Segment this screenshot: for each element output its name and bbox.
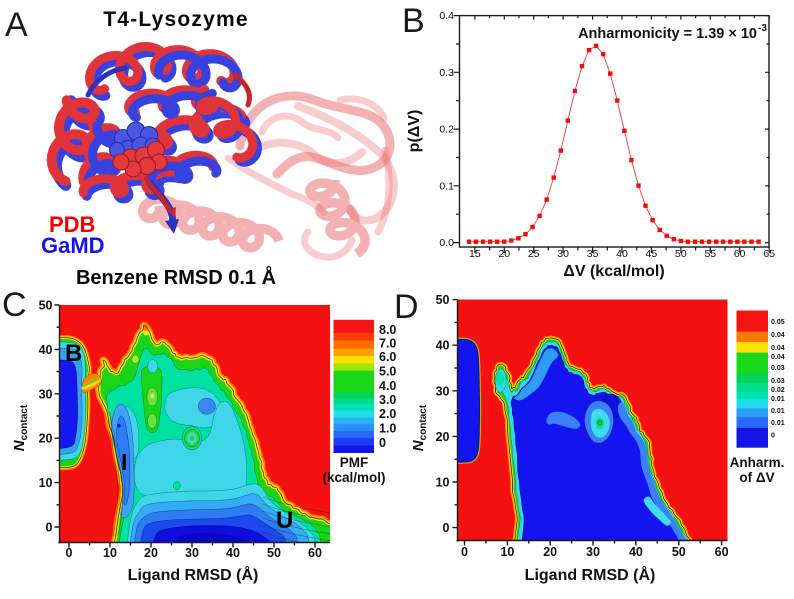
svg-text:40: 40: [629, 545, 643, 559]
svg-text:30: 30: [39, 387, 53, 401]
svg-text:0: 0: [379, 436, 386, 450]
svg-text:(kcal/mol): (kcal/mol): [322, 470, 385, 485]
svg-text:50: 50: [675, 248, 687, 260]
svg-text:30: 30: [557, 248, 569, 260]
svg-text:6.0: 6.0: [379, 350, 396, 364]
svg-text:PMF: PMF: [340, 455, 369, 470]
svg-text:0.01: 0.01: [771, 420, 785, 427]
svg-text:0.05: 0.05: [771, 319, 785, 326]
svg-text:A: A: [5, 6, 28, 44]
svg-text:0: 0: [66, 546, 73, 560]
svg-text:0.0: 0.0: [439, 237, 454, 249]
svg-text:PDB: PDB: [49, 212, 95, 237]
svg-text:0.04: 0.04: [771, 332, 785, 339]
svg-text:15: 15: [469, 248, 481, 260]
svg-text:0: 0: [461, 545, 468, 559]
svg-text:20: 20: [39, 432, 53, 446]
svg-text:C: C: [2, 286, 27, 324]
svg-text:0.3: 0.3: [439, 67, 454, 79]
svg-text:ΔV (kcal/mol): ΔV (kcal/mol): [563, 263, 664, 280]
svg-text:-3: -3: [758, 23, 767, 34]
svg-text:25: 25: [528, 248, 540, 260]
svg-text:T4-Lysozyme: T4-Lysozyme: [103, 8, 248, 31]
svg-text:0.03: 0.03: [771, 365, 785, 372]
svg-text:20: 20: [144, 546, 158, 560]
svg-text:30: 30: [185, 546, 199, 560]
svg-text:10: 10: [103, 546, 117, 560]
svg-text:30: 30: [436, 384, 450, 398]
svg-text:0.01: 0.01: [771, 396, 785, 403]
svg-text:8.0: 8.0: [379, 323, 396, 337]
svg-text:0.1: 0.1: [439, 180, 454, 192]
svg-text:B: B: [402, 2, 425, 40]
svg-text:50: 50: [672, 545, 686, 559]
svg-text:2.0: 2.0: [379, 407, 396, 421]
svg-text:Anharm.: Anharm.: [730, 455, 785, 470]
svg-text:60: 60: [715, 545, 729, 559]
svg-text:10: 10: [39, 476, 53, 490]
svg-text:40: 40: [226, 546, 240, 560]
svg-text:30: 30: [586, 545, 600, 559]
svg-text:0.2: 0.2: [439, 124, 454, 136]
svg-text:0: 0: [46, 521, 53, 535]
svg-text:20: 20: [436, 430, 450, 444]
svg-text:D: D: [394, 288, 419, 326]
svg-text:50: 50: [267, 546, 281, 560]
svg-text:4.0: 4.0: [379, 379, 396, 393]
svg-text:55: 55: [704, 248, 716, 260]
svg-text:U: U: [276, 507, 293, 534]
svg-text:3.0: 3.0: [379, 393, 396, 407]
svg-text:60: 60: [308, 546, 322, 560]
svg-text:p(ΔV): p(ΔV): [406, 110, 423, 153]
svg-text:of ΔV: of ΔV: [739, 470, 774, 485]
svg-text:Ligand RMSD (Å): Ligand RMSD (Å): [525, 565, 656, 584]
svg-text:5.0: 5.0: [379, 365, 396, 379]
svg-text:20: 20: [543, 545, 557, 559]
svg-text:Benzene RMSD 0.1 Å: Benzene RMSD 0.1 Å: [76, 265, 276, 289]
svg-text:40: 40: [616, 248, 628, 260]
svg-text:1.0: 1.0: [379, 422, 396, 436]
svg-text:I: I: [121, 449, 127, 475]
svg-text:10: 10: [500, 545, 514, 559]
svg-text:0.04: 0.04: [771, 354, 785, 361]
svg-text:Ligand RMSD (Å): Ligand RMSD (Å): [128, 565, 259, 584]
svg-text:GaMD: GaMD: [41, 233, 105, 258]
svg-text:35: 35: [587, 248, 599, 260]
svg-text:65: 65: [763, 248, 775, 260]
svg-text:20: 20: [498, 248, 510, 260]
svg-text:0.04: 0.04: [771, 345, 785, 352]
svg-text:40: 40: [436, 339, 450, 353]
svg-text:60: 60: [734, 248, 746, 260]
svg-text:45: 45: [646, 248, 658, 260]
svg-text:10: 10: [436, 476, 450, 490]
svg-text:0.02: 0.02: [771, 387, 785, 394]
svg-text:0.01: 0.01: [771, 408, 785, 415]
svg-text:0.03: 0.03: [771, 378, 785, 385]
svg-text:B: B: [65, 340, 82, 367]
svg-text:0: 0: [771, 432, 775, 439]
svg-text:50: 50: [39, 299, 53, 313]
svg-text:40: 40: [39, 343, 53, 357]
svg-text:50: 50: [436, 293, 450, 307]
svg-text:Anharmonicity = 1.39 × 10: Anharmonicity = 1.39 × 10: [578, 26, 757, 42]
svg-text:0.4: 0.4: [439, 10, 454, 22]
svg-text:7.0: 7.0: [379, 336, 396, 350]
svg-text:0: 0: [443, 521, 450, 535]
